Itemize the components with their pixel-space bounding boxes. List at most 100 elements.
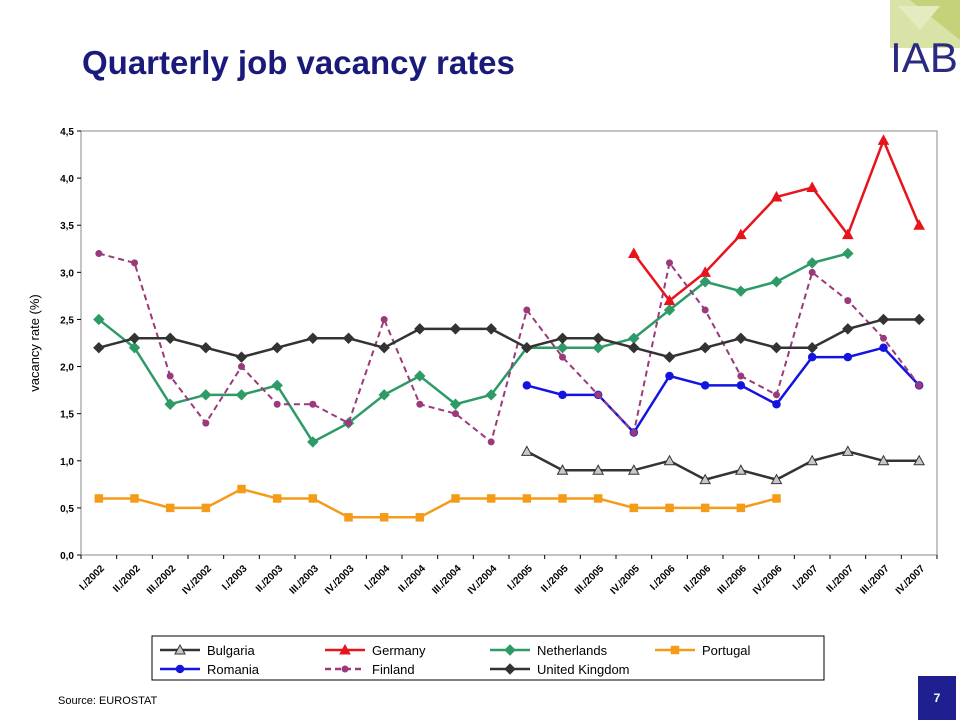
series-line <box>98 318 920 359</box>
data-point <box>663 351 676 363</box>
data-point <box>165 503 175 513</box>
data-point <box>593 494 603 503</box>
legend-item: Romania <box>160 662 260 677</box>
data-point <box>806 454 819 466</box>
x-tick-label: II./2007 <box>825 563 857 595</box>
data-point <box>627 464 640 475</box>
data-point <box>202 419 210 427</box>
y-tick-label: 2,5 <box>60 315 74 326</box>
data-point <box>237 484 246 494</box>
iab-logo: IAB <box>890 0 960 80</box>
data-point <box>166 372 174 380</box>
x-tick-label: I./2007 <box>791 563 821 593</box>
data-point <box>164 398 176 410</box>
x-tick-label: II./2005 <box>539 563 571 595</box>
logo-highlight <box>898 6 940 30</box>
data-point <box>415 513 425 522</box>
data-point <box>736 503 746 513</box>
x-tick-label: II./2003 <box>254 563 286 595</box>
data-point <box>592 464 605 475</box>
data-point <box>485 323 497 335</box>
data-point <box>307 436 319 448</box>
data-point <box>807 352 817 362</box>
data-point <box>592 342 604 354</box>
x-tick-label: III./2007 <box>858 563 892 597</box>
legend-box <box>151 635 825 681</box>
x-tick-label: IV./2004 <box>466 563 500 597</box>
data-point <box>877 313 890 326</box>
data-point <box>504 663 516 675</box>
data-point <box>734 464 747 475</box>
x-tick-label: I./2006 <box>648 563 678 593</box>
data-point <box>556 332 569 344</box>
data-point <box>523 306 531 314</box>
data-point <box>235 351 248 363</box>
data-point <box>201 503 211 513</box>
x-tick-label: IV./2006 <box>751 563 785 597</box>
y-tick-label: 0,5 <box>60 504 74 515</box>
series-line <box>526 346 921 435</box>
plot-area <box>80 130 938 556</box>
data-point <box>339 643 351 655</box>
series-line <box>526 450 920 481</box>
data-point <box>451 494 460 503</box>
series-line <box>98 252 920 444</box>
data-point <box>630 429 638 437</box>
data-point <box>701 306 709 314</box>
data-point <box>665 503 674 513</box>
data-point <box>307 332 319 344</box>
data-point <box>880 334 887 342</box>
data-point <box>663 454 676 466</box>
x-tick-label: IV./2002 <box>180 563 214 597</box>
data-point <box>486 494 496 503</box>
data-point <box>344 513 353 522</box>
data-point <box>378 389 390 401</box>
y-tick-label: 1,5 <box>60 410 74 421</box>
data-point <box>879 343 888 352</box>
data-point <box>452 410 459 418</box>
data-point <box>770 190 783 202</box>
data-point <box>806 342 818 354</box>
data-point <box>770 473 783 485</box>
data-point <box>842 247 854 260</box>
data-point <box>913 219 926 230</box>
data-point <box>341 665 349 673</box>
data-point <box>378 342 390 354</box>
data-point <box>485 389 497 401</box>
data-point <box>308 494 318 503</box>
data-point <box>770 276 783 288</box>
data-point <box>734 228 747 240</box>
data-point <box>522 494 532 503</box>
data-point <box>131 259 138 267</box>
x-tick-label: IV./2005 <box>608 563 642 597</box>
data-point <box>309 400 317 408</box>
data-point <box>663 304 676 316</box>
page-number: 7 <box>918 676 956 720</box>
vacancy-chart: 0,0 0,5 1,0 1,5 2,0 2,5 3,0 3,5 4,0 4,5 vacancy ra… <box>27 127 938 681</box>
data-point <box>174 643 186 655</box>
legend-label: Germany <box>372 643 426 658</box>
data-point <box>235 389 248 401</box>
y-tick-label: 0,0 <box>60 551 74 562</box>
x-tick-label: III./2002 <box>145 563 179 597</box>
data-point <box>913 313 925 326</box>
data-point <box>449 398 462 410</box>
data-point <box>915 381 923 389</box>
data-point <box>164 332 176 344</box>
y-tick-label: 2,0 <box>60 363 74 374</box>
series-finland <box>95 249 923 446</box>
x-tick-label: II./2006 <box>682 563 714 595</box>
data-point <box>843 352 853 362</box>
data-point <box>271 342 283 354</box>
y-tick-label: 3,0 <box>60 268 74 279</box>
data-point <box>737 372 745 380</box>
data-point <box>699 276 711 288</box>
data-point <box>272 494 282 503</box>
legend-item: Germany <box>325 643 426 658</box>
legend-item: Finland <box>325 662 415 677</box>
data-point <box>449 323 462 335</box>
data-point <box>522 381 532 390</box>
legend-label: Netherlands <box>537 643 608 658</box>
data-point <box>736 381 746 390</box>
x-tick-label: I./2002 <box>78 563 108 593</box>
